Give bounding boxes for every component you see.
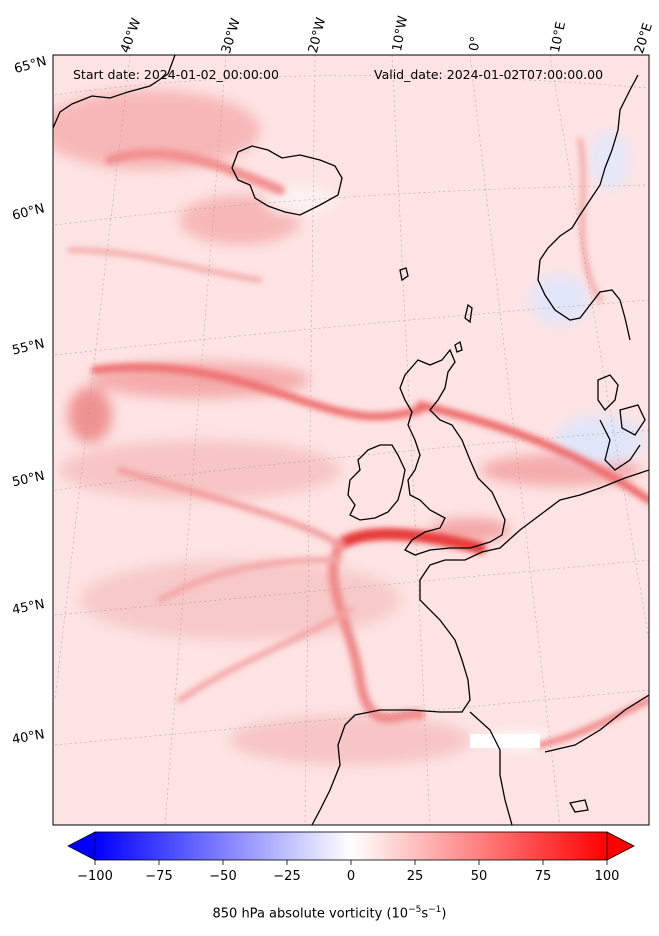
- colorbar-gradient: [95, 832, 607, 860]
- colorbar-tick-label: 0: [346, 869, 356, 884]
- valid-date-label: Valid_date: 2024-01-02T07:00:00.00: [374, 67, 604, 82]
- colorbar-tick-label: 100: [594, 869, 620, 884]
- colorbar-tick-label: −75: [145, 869, 173, 884]
- graticule: [54, 55, 649, 825]
- colorbar-tick-label: 75: [534, 869, 552, 884]
- colorbar-tick-label: 25: [406, 869, 424, 884]
- map-frame: [52, 54, 650, 826]
- colorbar-tick-label: 50: [470, 869, 488, 884]
- colorbar-extend-max: [606, 831, 635, 861]
- start-date-label: Start date: 2024-01-02_00:00:00: [73, 67, 279, 82]
- coastlines: [53, 55, 649, 825]
- colorbar-tick-label: −50: [209, 869, 237, 884]
- colorbar-tick-label: −100: [77, 869, 113, 884]
- colorbar: [67, 831, 635, 865]
- vorticity-field: [53, 55, 649, 825]
- colorbar-tick-label: −25: [273, 869, 301, 884]
- colorbar-label: 850 hPa absolute vorticity (10−5s−1): [212, 905, 447, 922]
- colorbar-extend-min: [67, 831, 96, 861]
- lon-label-0: 0°: [467, 35, 484, 53]
